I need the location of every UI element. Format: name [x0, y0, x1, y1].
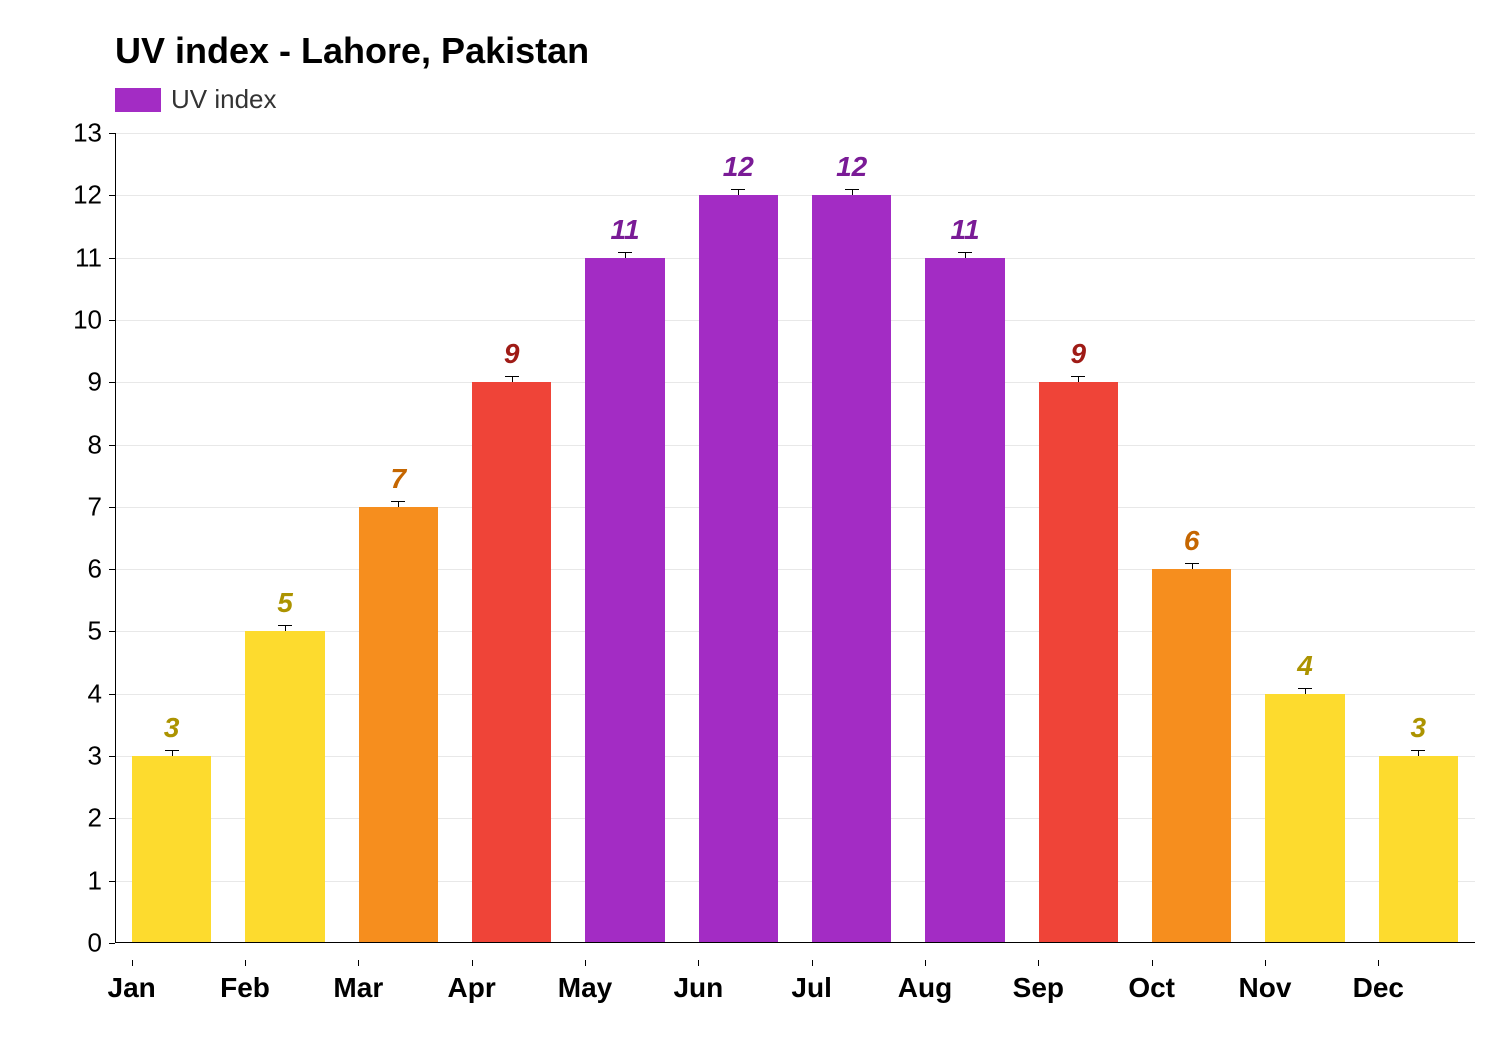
y-tick-label: 0 [52, 928, 102, 959]
x-tick-mark [585, 960, 586, 966]
y-tick-mark [109, 382, 115, 383]
bar: 11 [925, 258, 1004, 943]
x-tick-mark [1265, 960, 1266, 966]
bar-value-label: 4 [1265, 650, 1344, 682]
bar-value-label: 7 [359, 463, 438, 495]
x-axis-line [115, 942, 1475, 943]
bar-error-cap [1071, 376, 1085, 382]
bar: 7 [359, 507, 438, 943]
bar-error-cap [958, 252, 972, 258]
y-tick-mark [109, 507, 115, 508]
y-axis-line [115, 133, 116, 943]
bar: 3 [132, 756, 211, 943]
bar-error-cap [1185, 563, 1199, 569]
y-tick-mark [109, 631, 115, 632]
bar-error-cap [505, 376, 519, 382]
y-tick-label: 11 [52, 242, 102, 273]
bar-error-cap [618, 252, 632, 258]
legend-label: UV index [171, 84, 277, 115]
plot-area: 012345678910111213 3579111212119643 [115, 133, 1475, 943]
bar-value-label: 9 [472, 338, 551, 370]
bars-group: 3579111212119643 [115, 133, 1475, 943]
y-tick-label: 6 [52, 554, 102, 585]
y-axis: 012345678910111213 [60, 133, 110, 943]
bar-value-label: 12 [699, 151, 778, 183]
y-tick-label: 10 [52, 304, 102, 335]
y-tick-label: 12 [52, 180, 102, 211]
bar-value-label: 5 [245, 587, 324, 619]
x-tick-mark [1378, 960, 1379, 966]
bar-error-cap [1298, 688, 1312, 694]
x-tick-label: Mar [333, 972, 383, 1004]
bar-value-label: 3 [1379, 712, 1458, 744]
x-tick-mark [132, 960, 133, 966]
x-tick-label: Dec [1353, 972, 1404, 1004]
bar-error-cap [278, 625, 292, 631]
x-tick-label: Jan [108, 972, 156, 1004]
chart-title: UV index - Lahore, Pakistan [115, 30, 1460, 72]
bar-error-cap [1411, 750, 1425, 756]
x-tick-mark [1152, 960, 1153, 966]
y-tick-mark [109, 569, 115, 570]
y-tick-label: 4 [52, 678, 102, 709]
bar-error-cap [391, 501, 405, 507]
legend: UV index [115, 84, 1460, 115]
x-tick-mark [698, 960, 699, 966]
y-tick-mark [109, 756, 115, 757]
x-tick-label: Sep [1013, 972, 1064, 1004]
y-tick-mark [109, 881, 115, 882]
bar-value-label: 3 [132, 712, 211, 744]
bar: 12 [699, 195, 778, 943]
y-tick-mark [109, 694, 115, 695]
x-tick-label: Oct [1128, 972, 1175, 1004]
bar: 6 [1152, 569, 1231, 943]
x-tick-label: Feb [220, 972, 270, 1004]
x-tick-mark [358, 960, 359, 966]
x-tick-mark [1038, 960, 1039, 966]
legend-swatch [115, 88, 161, 112]
bar-error-cap [165, 750, 179, 756]
bar-value-label: 9 [1039, 338, 1118, 370]
y-tick-label: 2 [52, 803, 102, 834]
bar: 9 [1039, 382, 1118, 943]
x-tick-label: Aug [898, 972, 952, 1004]
x-tick-mark [925, 960, 926, 966]
y-tick-label: 13 [52, 118, 102, 149]
bar: 11 [585, 258, 664, 943]
chart-container: UV index - Lahore, Pakistan UV index 012… [0, 0, 1500, 1050]
x-tick-mark [472, 960, 473, 966]
x-tick-mark [245, 960, 246, 966]
bar-error-cap [845, 189, 859, 195]
y-tick-mark [109, 818, 115, 819]
y-tick-label: 3 [52, 741, 102, 772]
bar: 12 [812, 195, 891, 943]
y-tick-mark [109, 445, 115, 446]
y-tick-label: 8 [52, 429, 102, 460]
x-tick-mark [812, 960, 813, 966]
y-tick-mark [109, 320, 115, 321]
bar-value-label: 12 [812, 151, 891, 183]
y-tick-mark [109, 133, 115, 134]
y-tick-mark [109, 258, 115, 259]
bar-value-label: 6 [1152, 525, 1231, 557]
y-tick-label: 1 [52, 865, 102, 896]
x-tick-label: Jun [673, 972, 723, 1004]
bar: 5 [245, 631, 324, 943]
y-tick-mark [109, 195, 115, 196]
bar: 3 [1379, 756, 1458, 943]
y-tick-mark [109, 943, 115, 944]
y-tick-label: 7 [52, 491, 102, 522]
bar-error-cap [731, 189, 745, 195]
bar-value-label: 11 [585, 214, 664, 246]
bar: 9 [472, 382, 551, 943]
bar-value-label: 11 [925, 214, 1004, 246]
y-tick-label: 5 [52, 616, 102, 647]
x-tick-label: Jul [791, 972, 831, 1004]
x-tick-label: Apr [448, 972, 496, 1004]
bar: 4 [1265, 694, 1344, 943]
x-tick-label: Nov [1239, 972, 1292, 1004]
y-tick-label: 9 [52, 367, 102, 398]
x-tick-label: May [558, 972, 612, 1004]
